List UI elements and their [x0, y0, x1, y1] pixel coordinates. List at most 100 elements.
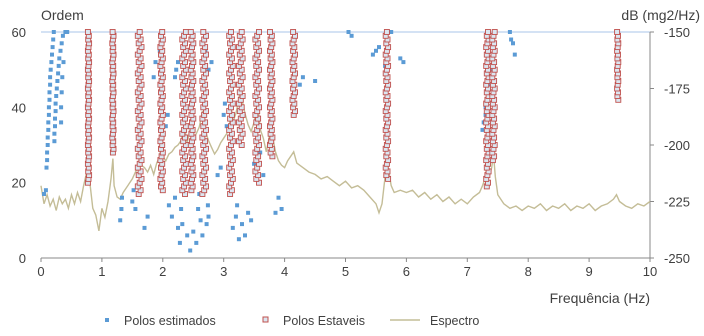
- estimated-pole-point: [511, 41, 515, 46]
- estimated-pole-point: [53, 124, 57, 129]
- stable-pole-point: [159, 29, 166, 35]
- estimated-pole-point: [398, 56, 403, 61]
- stable-pole-point: [485, 29, 491, 35]
- estimated-pole-point: [230, 225, 235, 230]
- legend-label-stable: Polos Estaveis: [283, 314, 365, 328]
- estimated-pole-point: [52, 139, 57, 144]
- estimated-pole-point: [131, 188, 136, 193]
- legend-swatch-estimated: [105, 318, 109, 322]
- estimated-pole-point: [252, 161, 257, 166]
- estimated-pole-point: [133, 207, 138, 211]
- estimated-pole-point: [273, 210, 278, 215]
- estimated-pole-point: [188, 248, 193, 253]
- estimated-pole-point: [43, 188, 48, 193]
- estimated-pole-point: [235, 203, 240, 208]
- estimated-pole-point: [60, 33, 65, 38]
- stable-pole-point: [228, 29, 234, 35]
- estimated-pole-point: [50, 52, 54, 57]
- estimated-pole-point: [176, 60, 180, 65]
- estimated-pole-point: [204, 222, 209, 227]
- estimated-pole-point: [401, 60, 406, 65]
- estimated-pole-point: [509, 37, 514, 42]
- estimated-pole-point: [46, 105, 51, 110]
- stable-pole-point: [383, 29, 390, 35]
- stable-pole-point: [182, 29, 189, 35]
- estimated-pole-point: [313, 79, 318, 83]
- estimated-pole-point: [58, 48, 63, 53]
- estimated-pole-point: [374, 48, 378, 53]
- estimated-pole-point: [197, 192, 202, 196]
- estimated-pole-point: [205, 203, 210, 208]
- stable-poles-series: [84, 29, 622, 197]
- estimated-pole-point: [153, 60, 158, 65]
- estimated-pole-point: [221, 112, 226, 117]
- estimated-pole-point: [65, 30, 70, 34]
- y-left-tick-label: 40: [12, 100, 26, 115]
- stable-pole-point: [614, 29, 621, 35]
- x-tick-label: 4: [281, 264, 288, 279]
- estimated-pole-point: [52, 131, 57, 136]
- estimated-pole-point: [44, 165, 49, 170]
- estimated-pole-point: [120, 195, 124, 200]
- estimated-pole-point: [59, 120, 64, 125]
- estimated-pole-point: [45, 150, 50, 155]
- estimated-pole-point: [47, 97, 52, 102]
- estimated-pole-point: [165, 112, 170, 117]
- y-right-tick-label: -225: [664, 195, 690, 210]
- estimated-pole-point: [300, 75, 305, 80]
- legend: Polos estimados Polos Estaveis Espectro: [105, 314, 479, 328]
- stable-pole-point: [256, 29, 262, 35]
- estimated-pole-point: [59, 41, 64, 46]
- estimated-pole-point: [177, 240, 182, 245]
- x-tick-label: 3: [220, 264, 227, 279]
- x-tick-label: 0: [37, 264, 44, 279]
- estimated-pole-point: [45, 135, 50, 140]
- estimated-pole-point: [45, 158, 50, 163]
- estimated-pole-point: [246, 210, 251, 215]
- spectrum-series: [40, 83, 651, 232]
- estimated-pole-point: [151, 75, 156, 80]
- y-right-tick-label: -150: [664, 25, 690, 40]
- y-right-tick-label: -175: [664, 82, 690, 97]
- y-left-tick-label: 20: [12, 176, 26, 191]
- spectrum-line: [40, 83, 651, 232]
- estimated-pole-point: [243, 233, 247, 238]
- estimated-pole-point: [383, 63, 388, 68]
- estimated-pole-point: [57, 56, 62, 61]
- estimated-pole-point: [46, 127, 51, 132]
- x-tick-label: 5: [342, 264, 349, 279]
- estimated-pole-point: [297, 82, 302, 87]
- estimated-pole-point: [194, 240, 199, 245]
- estimated-pole-point: [60, 75, 65, 80]
- estimated-pole-point: [54, 94, 59, 98]
- left-axis-label: Ordem: [41, 7, 84, 23]
- estimated-pole-point: [51, 30, 56, 34]
- x-tick-label: 8: [525, 264, 532, 279]
- estimated-pole-point: [483, 112, 488, 117]
- estimated-pole-point: [47, 90, 52, 95]
- estimated-pole-point: [222, 101, 227, 106]
- estimated-pole-point: [176, 225, 180, 230]
- estimated-pole-point: [166, 203, 171, 208]
- estimated-pole-point: [55, 79, 60, 83]
- stable-pole-point: [491, 29, 498, 35]
- estimated-pole-point: [261, 173, 266, 178]
- estimated-pole-point: [198, 218, 203, 223]
- right-axis-label: dB (mg2/Hz): [621, 7, 700, 23]
- stable-pole-point: [290, 29, 297, 35]
- estimated-pole-point: [56, 63, 61, 68]
- x-tick-label: 9: [585, 264, 592, 279]
- estimated-pole-point: [59, 105, 64, 110]
- stable-pole-point: [267, 29, 273, 35]
- estimated-pole-point: [249, 218, 254, 223]
- estimated-pole-point: [389, 30, 394, 34]
- estimated-pole-point: [48, 82, 53, 87]
- estimated-pole-point: [130, 199, 135, 204]
- estimated-pole-point: [145, 214, 150, 219]
- estimated-pole-point: [48, 75, 53, 80]
- estimated-pole-point: [46, 120, 51, 125]
- estimated-pole-point: [233, 214, 238, 219]
- estimated-pole-point: [215, 173, 220, 178]
- estimated-pole-point: [276, 195, 281, 200]
